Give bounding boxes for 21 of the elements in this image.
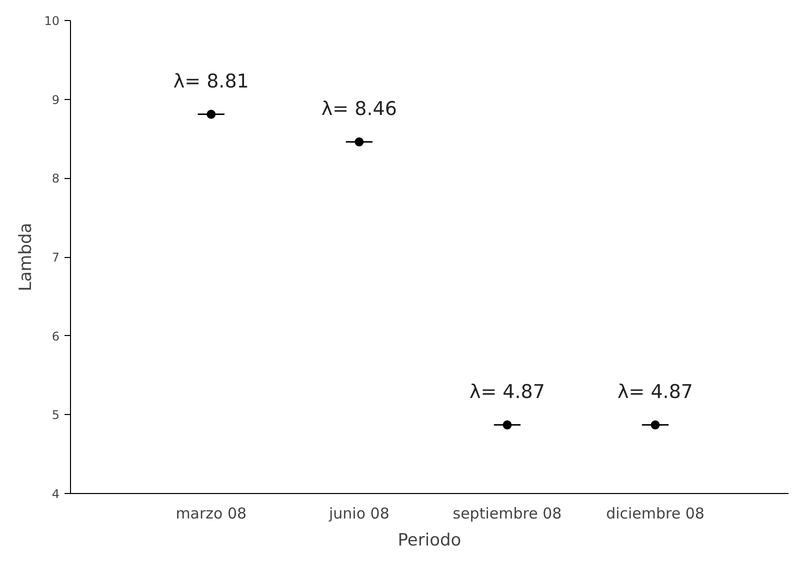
x-tick-label: diciembre 08	[606, 504, 704, 522]
y-tick-label: 5	[52, 408, 60, 422]
point	[502, 420, 512, 430]
point	[206, 110, 216, 119]
x-tick-label: septiembre 08	[452, 504, 562, 522]
data-label: λ= 8.46	[321, 98, 397, 120]
point	[354, 137, 364, 146]
point	[650, 420, 660, 430]
x-tick-label: junio 08	[328, 504, 390, 522]
y-tick-label: 7	[52, 250, 60, 264]
y-tick-label: 6	[52, 329, 60, 344]
data-label: λ= 8.81	[173, 70, 249, 92]
x-tick-label: marzo 08	[176, 504, 247, 522]
y-tick-label: 10	[44, 14, 60, 28]
y-tick-label: 9	[52, 92, 60, 107]
y-tick-label: 4	[52, 487, 60, 501]
y-tick-label: 8	[52, 172, 60, 186]
x-axis-title: Periodo	[398, 530, 462, 550]
y-axis-title: Lambda	[16, 222, 36, 292]
data-label: λ= 4.87	[469, 380, 545, 403]
data-label: λ= 4.87	[618, 380, 694, 403]
